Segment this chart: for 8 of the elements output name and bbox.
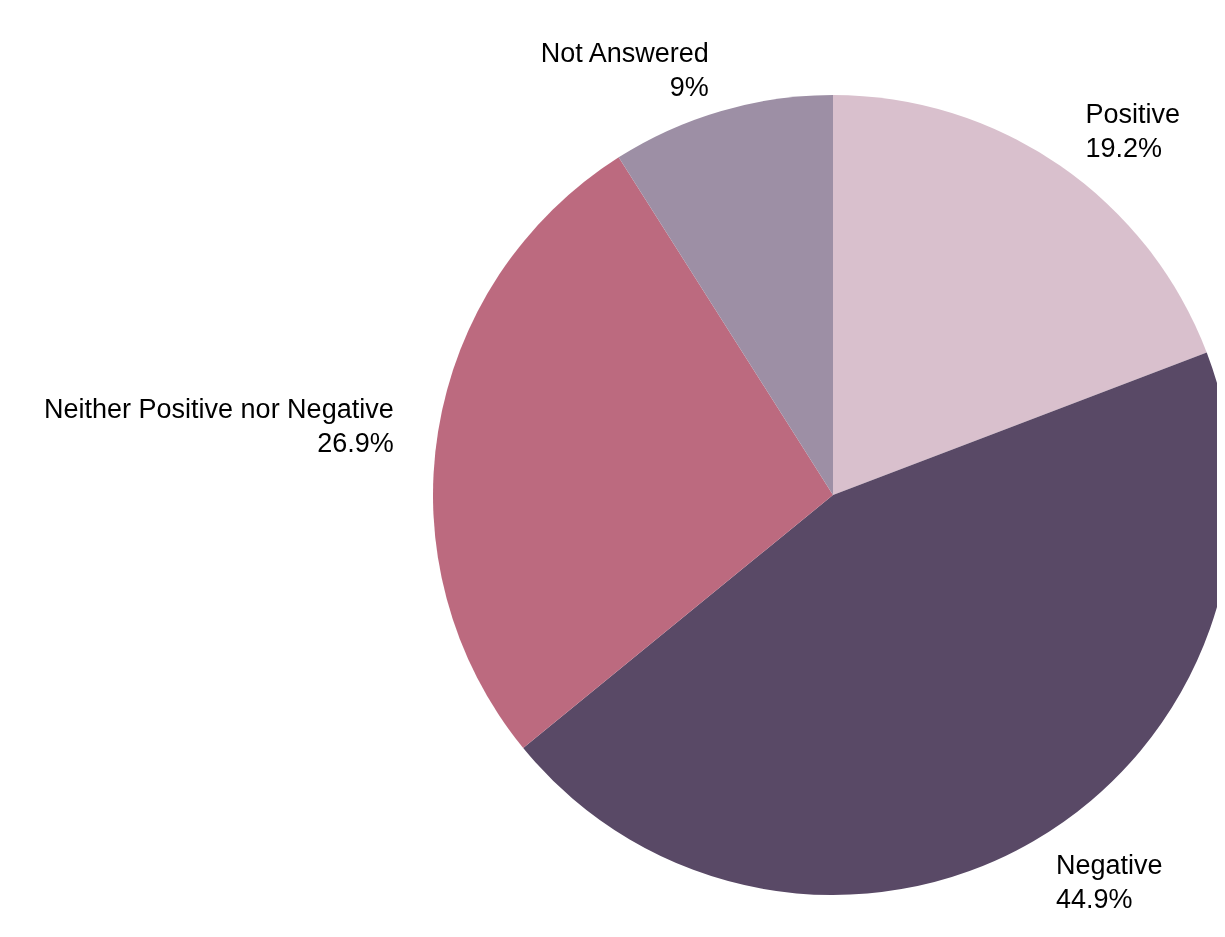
- slice-label: Neither Positive nor Negative: [44, 394, 394, 425]
- slice-label: Positive: [1085, 98, 1180, 129]
- data-label: 44.9%: [1055, 884, 1133, 915]
- data-label: 19.2%: [1085, 132, 1162, 163]
- data-label: 26.9%: [317, 428, 394, 459]
- slice-label: Negative: [1055, 850, 1163, 881]
- data-label: 9%: [669, 71, 709, 102]
- slice-label: Not Answered: [540, 37, 709, 68]
